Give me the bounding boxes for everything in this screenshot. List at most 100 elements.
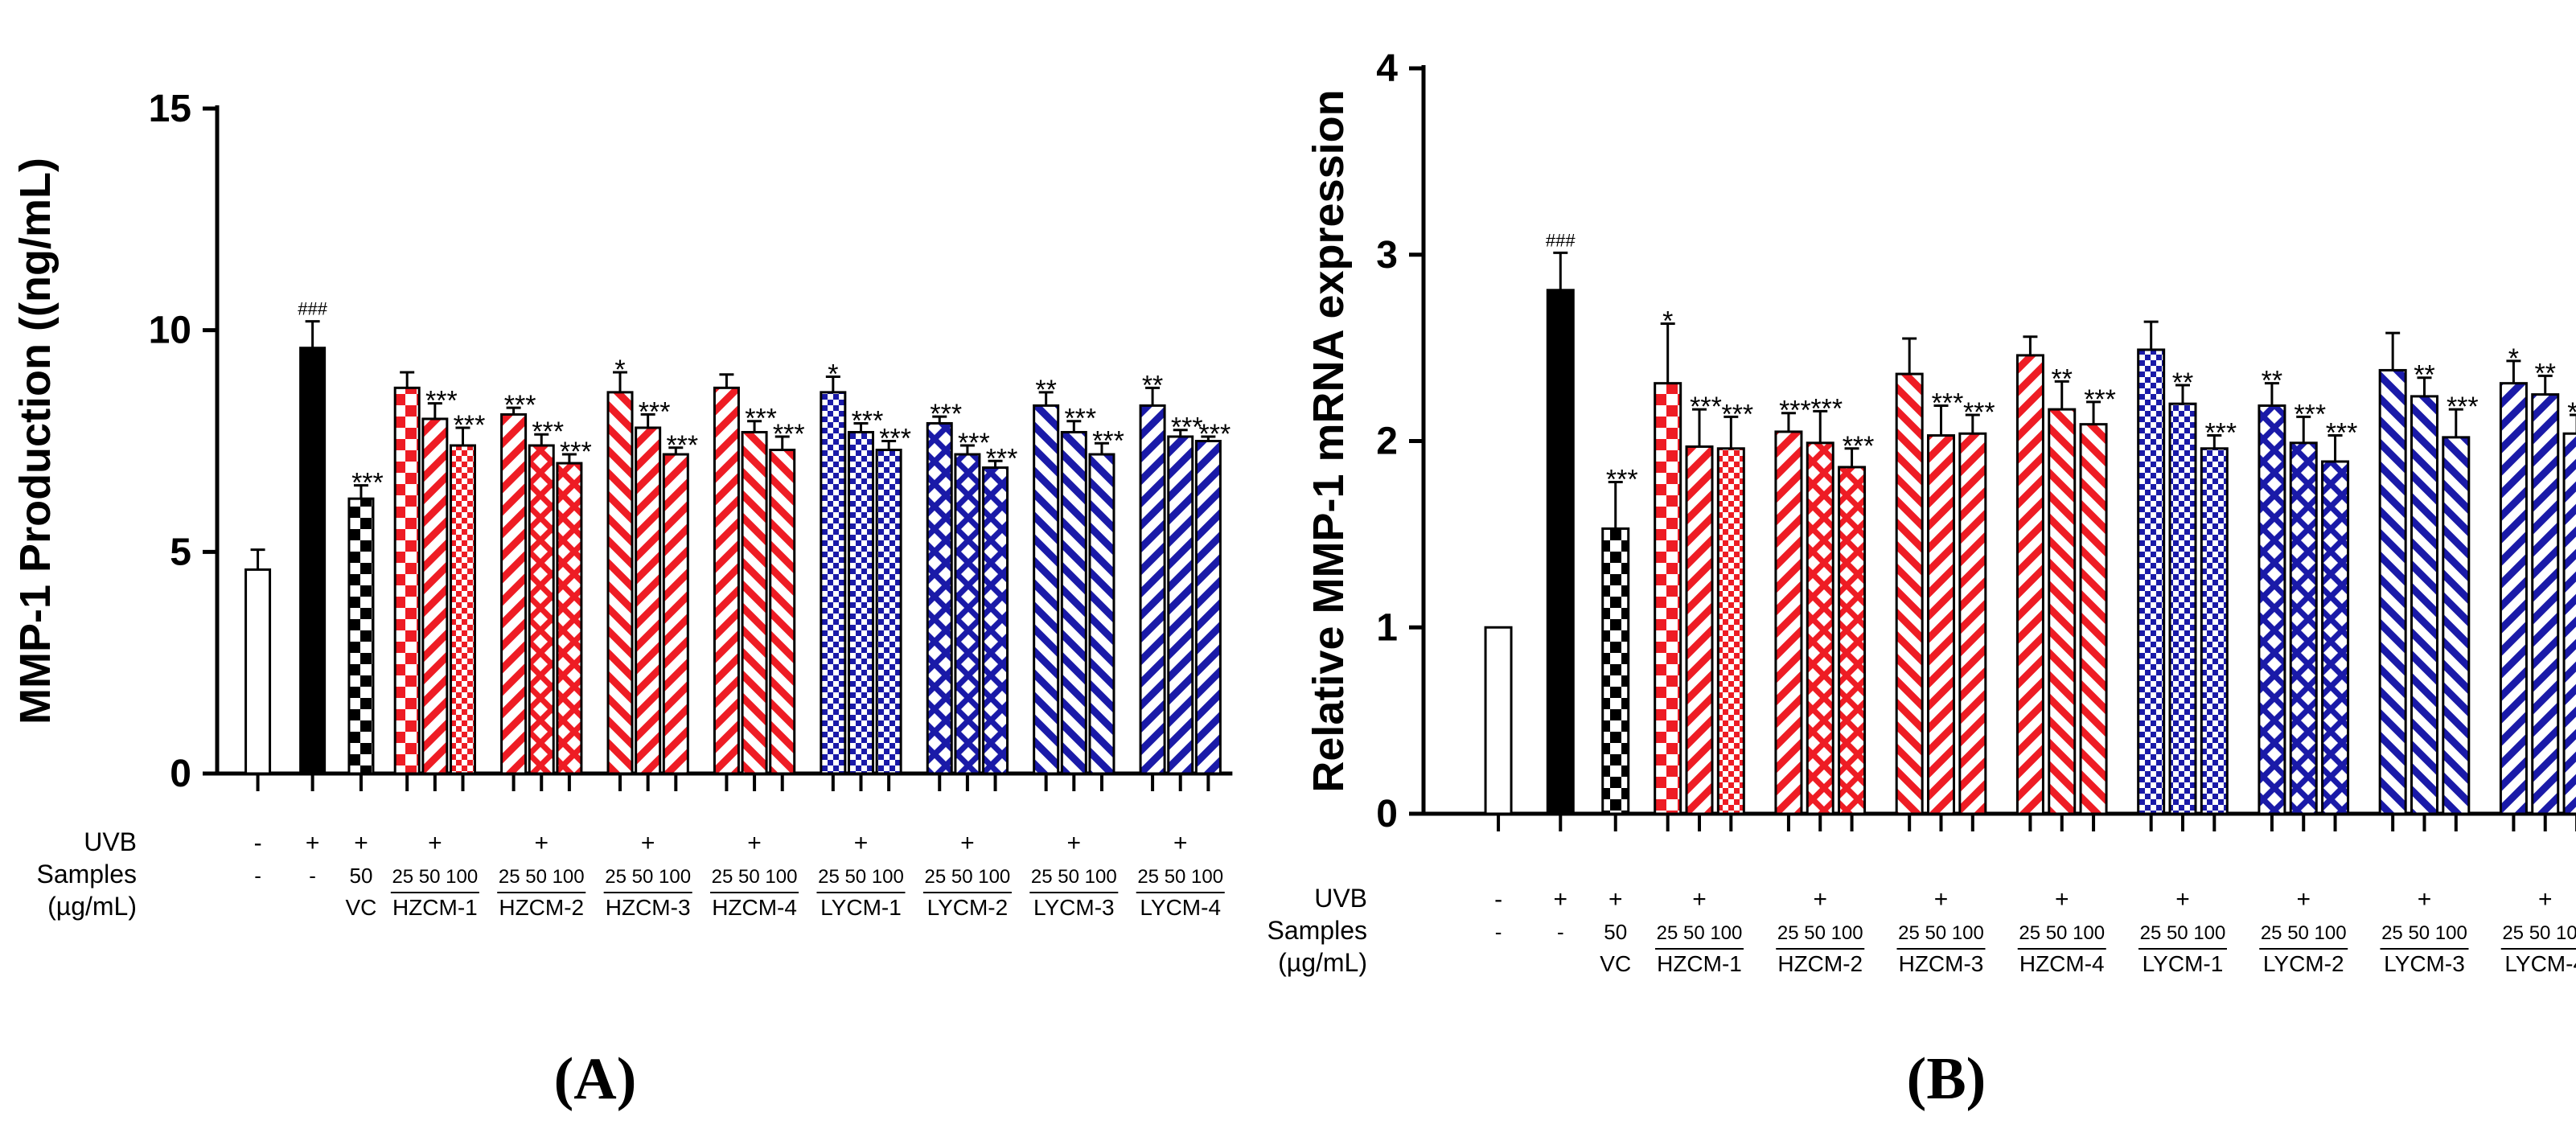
sample-dose: - (1557, 920, 1564, 944)
bar (820, 391, 847, 775)
y-tick-label: 0 (170, 753, 191, 795)
significance-mark: * (828, 359, 838, 390)
significance-mark: *** (666, 430, 698, 461)
sample-dose: 50 (349, 864, 372, 888)
sample-dose: 25 50 100 (2261, 922, 2347, 944)
uvb-value: + (1173, 830, 1188, 856)
bar (1060, 430, 1087, 775)
significance-mark: ** (2262, 366, 2282, 396)
sample-dose: - (309, 864, 316, 888)
sample-dose: 25 50 100 (392, 866, 478, 888)
uvb-value: + (960, 830, 975, 856)
group-label: LYCM-4 (1140, 895, 1221, 920)
bar (556, 462, 583, 775)
bar (1716, 447, 1745, 815)
y-axis-label: Relative MMP-1 mRNA expression (1304, 89, 1353, 792)
bar (2410, 395, 2438, 815)
bar (2289, 441, 2318, 815)
sample-dose: 25 50 100 (499, 866, 585, 888)
y-tick-label: 3 (1376, 234, 1398, 277)
bar (2168, 402, 2197, 815)
uvb-value: + (2538, 886, 2553, 913)
bar (299, 347, 327, 775)
bar (1895, 372, 1924, 815)
significance-mark: *** (958, 428, 990, 458)
significance-mark: *** (2567, 397, 2576, 428)
uvb-value: + (641, 830, 655, 856)
row-label-samples: Samples (37, 860, 138, 889)
significance-mark: *** (1963, 397, 1995, 428)
significance-mark: *** (504, 390, 536, 421)
significance-mark: *** (1810, 393, 1843, 424)
uvb-value: + (2418, 886, 2432, 913)
group-label: LYCM-4 (2504, 951, 2576, 976)
bar (1654, 382, 1682, 815)
y-tick-label: 4 (1376, 47, 1398, 90)
bar (1601, 527, 1630, 815)
sample-dose: 25 50 100 (925, 866, 1011, 888)
bar (741, 430, 768, 775)
significance-mark: *** (425, 386, 458, 417)
panel-label-a: (A) (553, 1046, 637, 1112)
bar (2200, 447, 2229, 815)
bar (1167, 435, 1194, 775)
uvb-value: + (1934, 886, 1949, 913)
bar (500, 412, 528, 775)
y-tick-label: 0 (1376, 793, 1398, 835)
sample-dose: 25 50 100 (2502, 922, 2576, 944)
bar (2015, 354, 2044, 815)
significance-mark: ### (1546, 230, 1576, 250)
bar (713, 386, 740, 775)
bar (2048, 408, 2077, 815)
uvb-value: + (534, 830, 548, 856)
group-label: HZCM-4 (712, 895, 797, 920)
bar (662, 453, 689, 775)
sample-dose: 50 (1604, 920, 1627, 944)
bar (393, 386, 421, 775)
significance-mark: *** (852, 405, 884, 436)
bar (926, 421, 953, 775)
significance-mark: *** (560, 437, 592, 467)
bar (954, 453, 981, 775)
bar (2378, 368, 2407, 815)
bar (2079, 423, 2108, 815)
bar (847, 430, 874, 775)
significance-mark: *** (1171, 412, 1203, 443)
uvb-value: + (2296, 886, 2311, 913)
sample-dose: 25 50 100 (605, 866, 691, 888)
bar (1838, 466, 1867, 815)
y-tick-label: 2 (1376, 421, 1398, 463)
significance-mark: *** (986, 443, 1018, 474)
bar (1088, 453, 1115, 775)
bar (1139, 404, 1166, 775)
row-label-unit: (µg/mL) (1278, 948, 1367, 977)
group-label: VC (346, 895, 377, 920)
significance-mark: *** (351, 468, 384, 499)
significance-mark: *** (1843, 431, 1875, 462)
sample-dose: 25 50 100 (1657, 922, 1743, 944)
sample-dose: 25 50 100 (712, 866, 798, 888)
group-label: HZCM-1 (392, 895, 478, 920)
y-tick-label: 15 (149, 88, 191, 130)
group-label: LYCM-3 (1033, 895, 1115, 920)
row-label-unit: (µg/mL) (47, 892, 137, 921)
sample-dose: - (254, 864, 261, 888)
group-label: LYCM-3 (2384, 951, 2465, 976)
uvb-value: + (1692, 886, 1707, 913)
bar (528, 444, 555, 775)
uvb-value: - (1494, 886, 1502, 913)
significance-mark: *** (2447, 392, 2479, 422)
significance-mark: ** (2414, 360, 2434, 391)
row-label-uvb: UVB (84, 827, 137, 856)
y-axis-label: MMP-1 Production ((ng/mL) (11, 158, 60, 724)
group-label: HZCM-3 (606, 895, 691, 920)
bar (2137, 348, 2166, 815)
bar (2531, 393, 2560, 815)
bar (1926, 434, 1955, 815)
group-label: HZCM-4 (2019, 951, 2105, 976)
sample-dose: 25 50 100 (2381, 922, 2467, 944)
group-label: HZCM-3 (1899, 951, 1984, 976)
significance-mark: *** (745, 404, 777, 434)
y-tick-label: 5 (170, 531, 191, 573)
